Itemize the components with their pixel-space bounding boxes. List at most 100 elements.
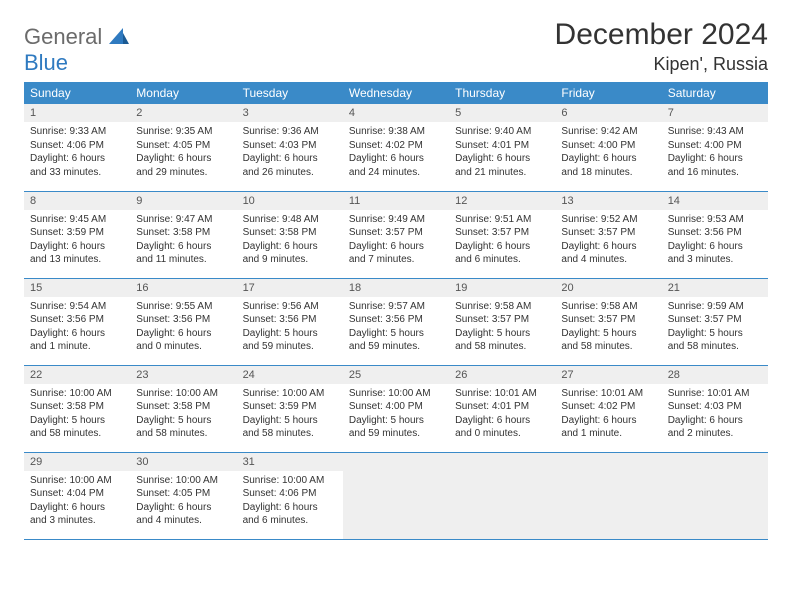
calendar-cell: 19Sunrise: 9:58 AMSunset: 3:57 PMDayligh… <box>449 278 555 365</box>
daylight-line1: Daylight: 6 hours <box>668 152 762 166</box>
day-number: 19 <box>449 279 555 297</box>
calendar-cell: 14Sunrise: 9:53 AMSunset: 3:56 PMDayligh… <box>662 191 768 278</box>
daylight-line1: Daylight: 6 hours <box>136 240 230 254</box>
calendar-cell: 24Sunrise: 10:00 AMSunset: 3:59 PMDaylig… <box>237 365 343 452</box>
sunrise-text: Sunrise: 9:43 AM <box>668 125 762 139</box>
calendar-cell: 5Sunrise: 9:40 AMSunset: 4:01 PMDaylight… <box>449 104 555 191</box>
daylight-line2: and 6 minutes. <box>243 514 337 528</box>
sunrise-text: Sunrise: 10:00 AM <box>30 387 124 401</box>
sunrise-text: Sunrise: 9:55 AM <box>136 300 230 314</box>
sunset-text: Sunset: 3:57 PM <box>349 226 443 240</box>
day-details: Sunrise: 9:52 AMSunset: 3:57 PMDaylight:… <box>555 210 661 270</box>
day-details: Sunrise: 9:51 AMSunset: 3:57 PMDaylight:… <box>449 210 555 270</box>
sunrise-text: Sunrise: 9:42 AM <box>561 125 655 139</box>
sunrise-text: Sunrise: 10:00 AM <box>243 387 337 401</box>
day-details: Sunrise: 10:00 AMSunset: 3:59 PMDaylight… <box>237 384 343 444</box>
daylight-line2: and 4 minutes. <box>561 253 655 267</box>
sunset-text: Sunset: 4:02 PM <box>349 139 443 153</box>
calendar-cell <box>662 452 768 539</box>
day-number: 13 <box>555 192 661 210</box>
sunset-text: Sunset: 4:03 PM <box>243 139 337 153</box>
day-details: Sunrise: 10:00 AMSunset: 4:00 PMDaylight… <box>343 384 449 444</box>
calendar-cell: 12Sunrise: 9:51 AMSunset: 3:57 PMDayligh… <box>449 191 555 278</box>
calendar-cell: 29Sunrise: 10:00 AMSunset: 4:04 PMDaylig… <box>24 452 130 539</box>
day-details: Sunrise: 9:38 AMSunset: 4:02 PMDaylight:… <box>343 122 449 182</box>
day-number: 30 <box>130 453 236 471</box>
daylight-line2: and 6 minutes. <box>455 253 549 267</box>
daylight-line1: Daylight: 6 hours <box>349 240 443 254</box>
day-number: 28 <box>662 366 768 384</box>
calendar-cell: 2Sunrise: 9:35 AMSunset: 4:05 PMDaylight… <box>130 104 236 191</box>
sunrise-text: Sunrise: 10:00 AM <box>136 474 230 488</box>
calendar-row: 22Sunrise: 10:00 AMSunset: 3:58 PMDaylig… <box>24 365 768 452</box>
calendar-table: Sunday Monday Tuesday Wednesday Thursday… <box>24 82 768 540</box>
day-number: 21 <box>662 279 768 297</box>
day-details: Sunrise: 9:59 AMSunset: 3:57 PMDaylight:… <box>662 297 768 357</box>
sunset-text: Sunset: 4:05 PM <box>136 139 230 153</box>
sunrise-text: Sunrise: 9:36 AM <box>243 125 337 139</box>
day-number: 12 <box>449 192 555 210</box>
daylight-line1: Daylight: 6 hours <box>561 414 655 428</box>
sunset-text: Sunset: 3:57 PM <box>668 313 762 327</box>
day-number: 22 <box>24 366 130 384</box>
daylight-line2: and 26 minutes. <box>243 166 337 180</box>
sunrise-text: Sunrise: 9:56 AM <box>243 300 337 314</box>
weekday-header: Tuesday <box>237 82 343 104</box>
daylight-line2: and 21 minutes. <box>455 166 549 180</box>
sunrise-text: Sunrise: 9:33 AM <box>30 125 124 139</box>
sunrise-text: Sunrise: 9:49 AM <box>349 213 443 227</box>
weekday-header: Wednesday <box>343 82 449 104</box>
day-number: 15 <box>24 279 130 297</box>
daylight-line1: Daylight: 5 hours <box>349 327 443 341</box>
weekday-header-row: Sunday Monday Tuesday Wednesday Thursday… <box>24 82 768 104</box>
sunset-text: Sunset: 4:02 PM <box>561 400 655 414</box>
sunrise-text: Sunrise: 9:35 AM <box>136 125 230 139</box>
sunrise-text: Sunrise: 10:00 AM <box>349 387 443 401</box>
daylight-line1: Daylight: 6 hours <box>30 152 124 166</box>
sunrise-text: Sunrise: 9:45 AM <box>30 213 124 227</box>
sunset-text: Sunset: 3:56 PM <box>668 226 762 240</box>
daylight-line1: Daylight: 6 hours <box>136 152 230 166</box>
day-number: 7 <box>662 104 768 122</box>
sunrise-text: Sunrise: 9:40 AM <box>455 125 549 139</box>
sunset-text: Sunset: 4:01 PM <box>455 139 549 153</box>
sunrise-text: Sunrise: 10:00 AM <box>30 474 124 488</box>
daylight-line1: Daylight: 6 hours <box>243 501 337 515</box>
sunset-text: Sunset: 4:05 PM <box>136 487 230 501</box>
day-details: Sunrise: 9:33 AMSunset: 4:06 PMDaylight:… <box>24 122 130 182</box>
sunrise-text: Sunrise: 9:48 AM <box>243 213 337 227</box>
day-number: 26 <box>449 366 555 384</box>
day-number: 5 <box>449 104 555 122</box>
day-details: Sunrise: 10:01 AMSunset: 4:03 PMDaylight… <box>662 384 768 444</box>
daylight-line1: Daylight: 5 hours <box>561 327 655 341</box>
calendar-cell: 10Sunrise: 9:48 AMSunset: 3:58 PMDayligh… <box>237 191 343 278</box>
month-title: December 2024 <box>555 18 768 52</box>
logo-text: General Blue <box>24 24 129 76</box>
sunset-text: Sunset: 4:00 PM <box>561 139 655 153</box>
calendar-cell: 22Sunrise: 10:00 AMSunset: 3:58 PMDaylig… <box>24 365 130 452</box>
sunrise-text: Sunrise: 10:00 AM <box>136 387 230 401</box>
weekday-header: Monday <box>130 82 236 104</box>
daylight-line2: and 58 minutes. <box>668 340 762 354</box>
sunset-text: Sunset: 3:56 PM <box>243 313 337 327</box>
sail-icon <box>109 31 129 48</box>
weekday-header: Thursday <box>449 82 555 104</box>
calendar-row: 8Sunrise: 9:45 AMSunset: 3:59 PMDaylight… <box>24 191 768 278</box>
daylight-line1: Daylight: 6 hours <box>455 240 549 254</box>
sunset-text: Sunset: 4:06 PM <box>243 487 337 501</box>
daylight-line2: and 58 minutes. <box>561 340 655 354</box>
day-details: Sunrise: 9:57 AMSunset: 3:56 PMDaylight:… <box>343 297 449 357</box>
title-block: December 2024 Kipen', Russia <box>555 18 768 75</box>
calendar-row: 15Sunrise: 9:54 AMSunset: 3:56 PMDayligh… <box>24 278 768 365</box>
sunset-text: Sunset: 3:56 PM <box>136 313 230 327</box>
location-label: Kipen', Russia <box>555 54 768 75</box>
day-details: Sunrise: 9:48 AMSunset: 3:58 PMDaylight:… <box>237 210 343 270</box>
day-number: 18 <box>343 279 449 297</box>
day-details: Sunrise: 10:00 AMSunset: 3:58 PMDaylight… <box>130 384 236 444</box>
sunrise-text: Sunrise: 9:38 AM <box>349 125 443 139</box>
calendar-cell: 6Sunrise: 9:42 AMSunset: 4:00 PMDaylight… <box>555 104 661 191</box>
daylight-line1: Daylight: 6 hours <box>455 152 549 166</box>
calendar-cell: 8Sunrise: 9:45 AMSunset: 3:59 PMDaylight… <box>24 191 130 278</box>
calendar-cell: 1Sunrise: 9:33 AMSunset: 4:06 PMDaylight… <box>24 104 130 191</box>
day-details: Sunrise: 9:40 AMSunset: 4:01 PMDaylight:… <box>449 122 555 182</box>
